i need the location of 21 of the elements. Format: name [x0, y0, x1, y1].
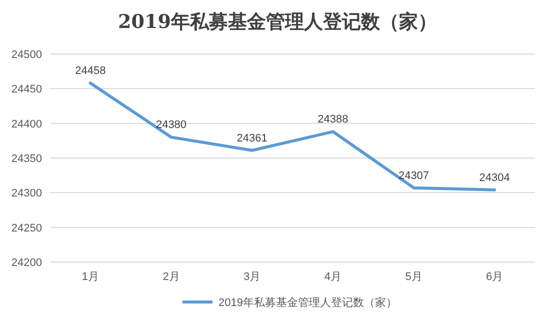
x-tick-label: 4月 — [324, 271, 342, 283]
y-tick-label: 24300 — [11, 188, 42, 200]
data-label: 24304 — [479, 172, 510, 184]
data-label: 24307 — [398, 170, 430, 182]
y-tick-label: 24200 — [11, 257, 42, 269]
y-tick-label: 24450 — [11, 84, 42, 96]
x-tick-label: 1月 — [82, 271, 99, 283]
y-tick-label: 24250 — [11, 222, 42, 234]
data-label: 24361 — [236, 132, 268, 144]
x-tick-label: 2月 — [162, 271, 180, 283]
legend-label: 2019年私募基金管理人登记数（家） — [218, 296, 397, 309]
chart-title: 2019年私募基金管理人登记数（家） — [118, 11, 437, 33]
data-label: 24380 — [156, 119, 187, 132]
y-tick-label: 24350 — [11, 153, 42, 165]
x-tick-label: 6月 — [486, 271, 504, 283]
data-label: 24458 — [75, 65, 106, 78]
x-tick-label: 5月 — [405, 271, 422, 283]
x-tick-label: 3月 — [244, 271, 261, 283]
y-tick-label: 24400 — [11, 118, 42, 130]
data-label: 24388 — [318, 114, 348, 126]
y-tick-label: 24500 — [11, 49, 42, 61]
